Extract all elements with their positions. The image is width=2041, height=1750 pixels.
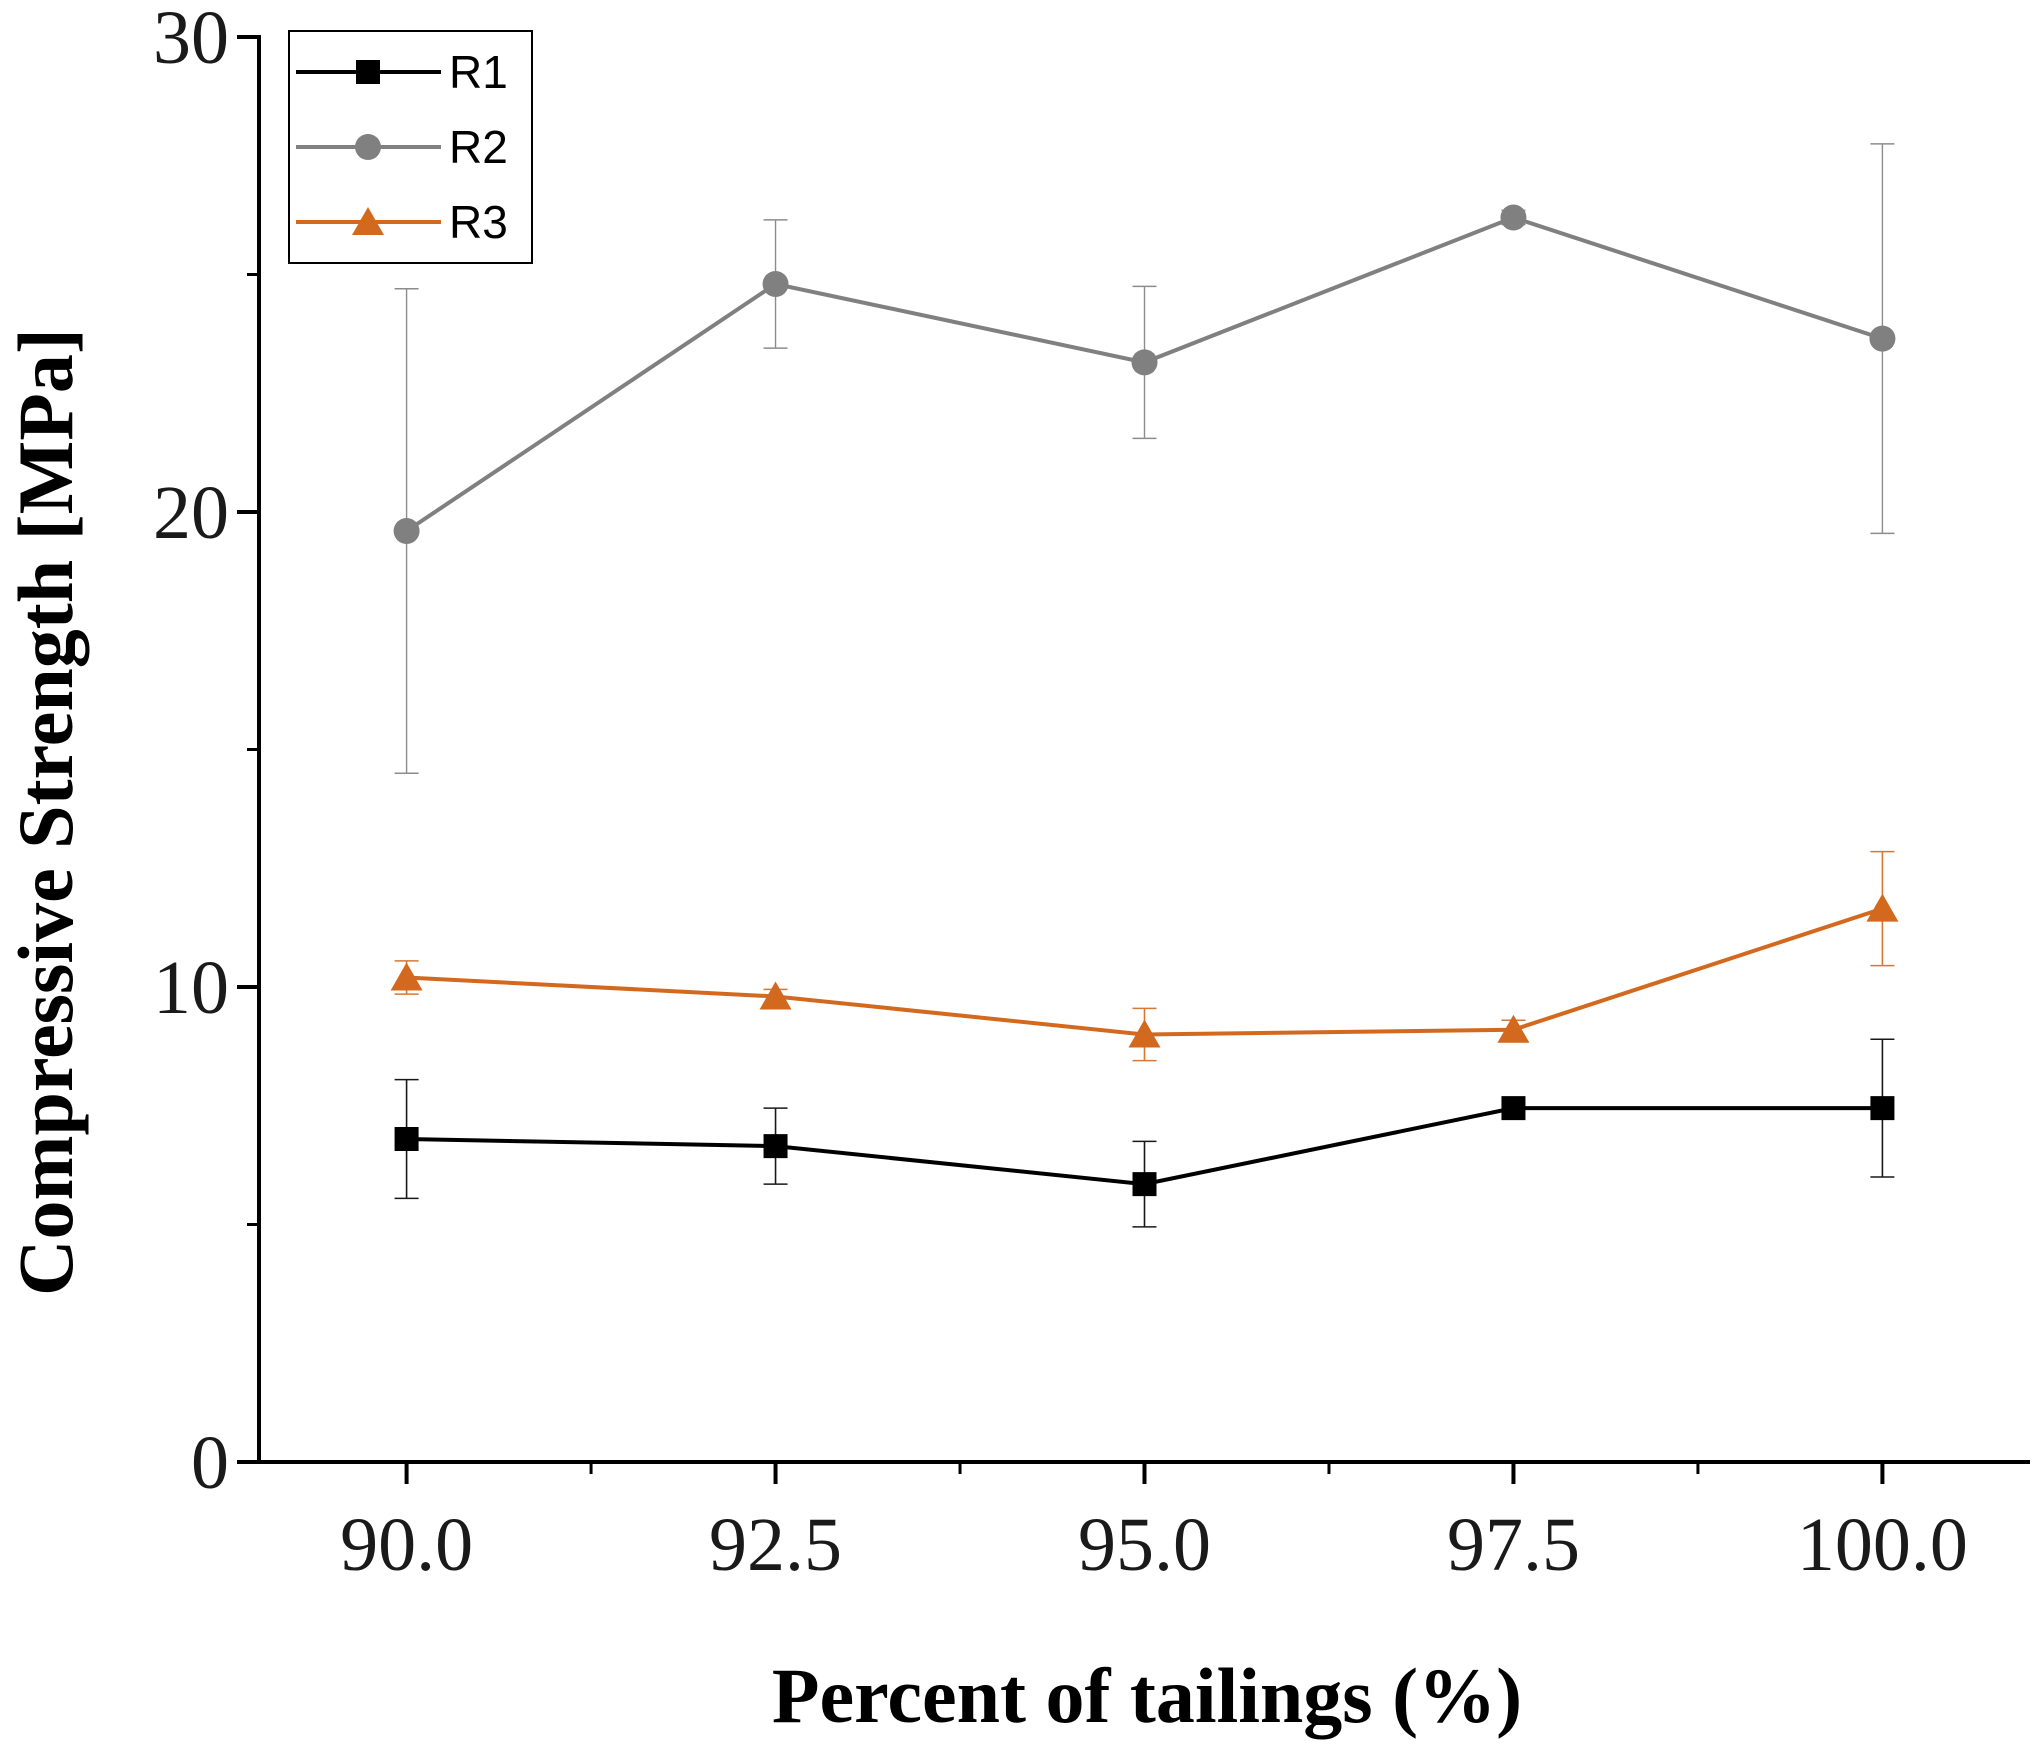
y-tick-label: 10 [153,946,229,1030]
series-r2 [393,143,1896,774]
data-point-r3 [1497,1014,1530,1043]
ticks: 0 10 20 30 90.0 92.5 95.0 97.5 100.0 [153,0,1968,1587]
y-axis-title: Compressive Strength [MPa] [2,328,89,1296]
legend-label-r1: R1 [449,46,508,98]
data-point-r1 [1870,1096,1895,1121]
x-axis-title: Percent of tailings (%) [772,1652,1522,1739]
x-tick-label: 92.5 [709,1503,842,1587]
data-point-r2 [393,518,420,544]
data-point-r1 [394,1127,419,1151]
legend-marker-r2 [355,134,381,160]
data-point-r2 [1869,325,1896,352]
x-tick-label: 97.5 [1447,1503,1580,1587]
series-layer [390,143,1899,1228]
data-point-r1 [1501,1096,1526,1121]
data-point-r2 [1131,349,1158,376]
legend-marker-r3 [352,207,384,235]
data-point-r2 [762,271,789,297]
legend-marker-r1 [356,60,380,84]
y-tick-label: 30 [153,0,229,80]
series-r3 [390,850,1899,1062]
data-point-r3 [1128,1019,1161,1048]
data-point-r1 [1132,1172,1157,1197]
y-tick-label: 20 [153,471,229,555]
x-tick-label: 95.0 [1078,1503,1211,1587]
x-tick-label: 100.0 [1797,1503,1968,1587]
legend-label-r3: R3 [449,196,508,248]
y-tick-label: 0 [191,1421,229,1505]
data-point-r2 [1500,204,1527,231]
data-point-r3 [1866,893,1899,922]
data-point-r3 [759,981,792,1010]
legend: R1 R2 R3 [288,30,533,264]
data-point-r3 [390,962,423,991]
series-r1 [394,1038,1895,1228]
legend-label-r2: R2 [449,121,508,173]
data-point-r1 [763,1134,788,1159]
x-tick-label: 90.0 [340,1503,473,1587]
